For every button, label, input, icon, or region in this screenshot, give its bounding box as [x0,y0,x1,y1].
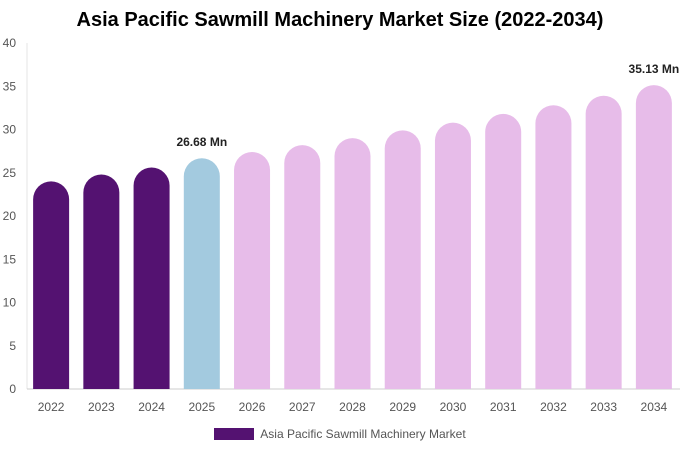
chart-title: Asia Pacific Sawmill Machinery Market Si… [76,9,604,31]
bar [133,167,170,389]
y-tick-label: 5 [9,339,16,353]
x-tick-label: 2034 [641,400,668,414]
bar [83,174,120,389]
x-tick-label: 2032 [540,400,567,414]
bar [234,152,271,389]
y-tick-label: 30 [3,123,17,137]
bar [485,113,522,389]
x-tick-label: 2030 [440,400,467,414]
bar [585,95,622,389]
x-tick-label: 2031 [490,400,517,414]
y-tick-label: 20 [3,209,17,223]
bar [434,122,471,389]
y-tick-label: 15 [3,252,17,266]
bar [384,130,421,390]
x-tick-label: 2028 [339,400,366,414]
y-tick-label: 0 [9,382,16,396]
x-tick-label: 2024 [138,400,165,414]
legend-swatch [214,427,255,440]
bar [183,158,220,389]
y-tick-label: 35 [3,79,17,93]
bar [33,181,70,389]
x-tick-label: 2033 [590,400,617,414]
x-tick-label: 2022 [38,400,65,414]
legend-label: Asia Pacific Sawmill Machinery Market [260,426,466,441]
data-label: 26.68 Mn [176,135,227,149]
y-tick-label: 10 [3,296,17,310]
x-tick-label: 2025 [188,400,215,414]
x-tick-label: 2026 [239,400,266,414]
bar [635,85,672,390]
bar [535,105,572,389]
legend: Asia Pacific Sawmill Machinery Market [0,426,680,441]
y-tick-label: 40 [3,36,17,50]
y-tick-label: 25 [3,166,17,180]
x-tick-label: 2027 [289,400,316,414]
bar [334,138,371,389]
data-label: 35.13 Mn [629,62,680,76]
x-tick-label: 2029 [389,400,416,414]
bar [284,145,321,389]
x-tick-label: 2023 [88,400,115,414]
